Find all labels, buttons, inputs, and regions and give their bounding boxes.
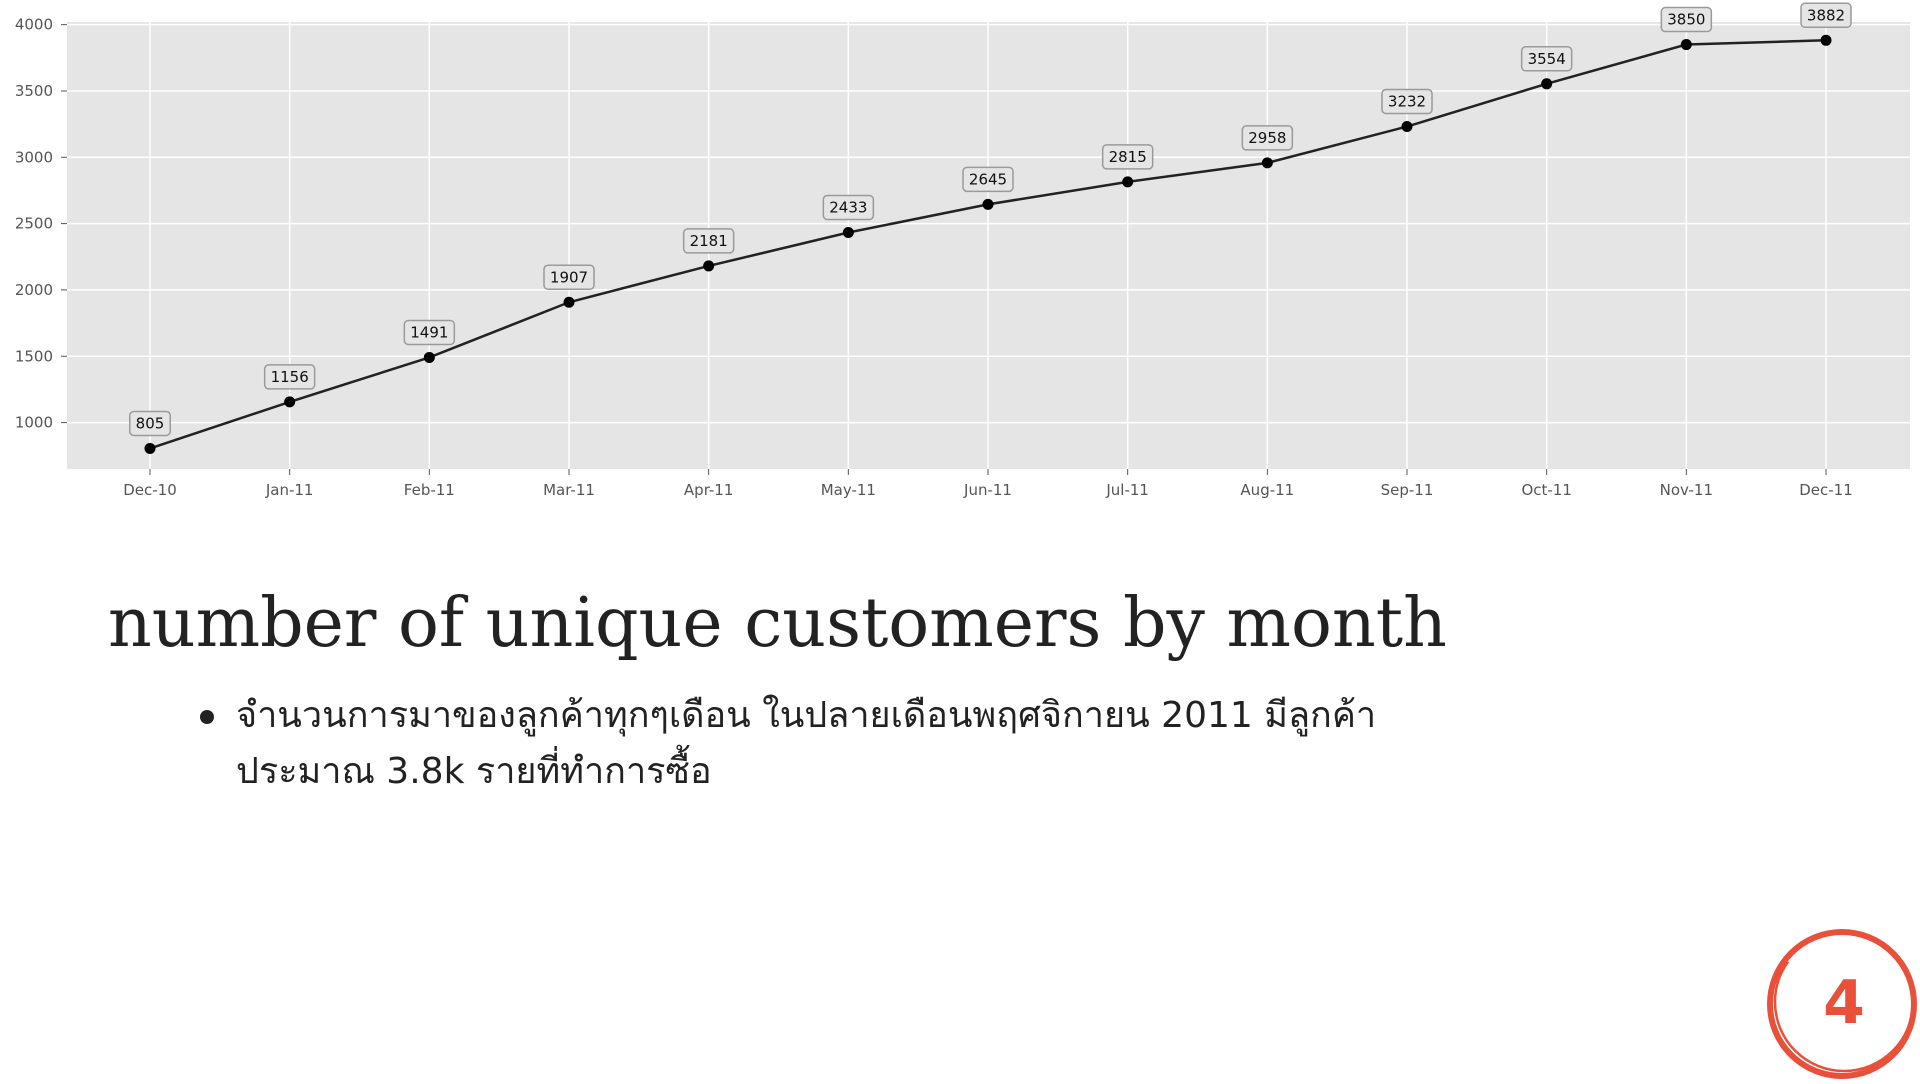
y-tick-label: 2500 <box>15 215 53 233</box>
customers-line-chart: 1000 1500 2000 2500 3000 3500 4000 Dec-10 Jan-1… <box>15 2 1910 499</box>
data-label: 1156 <box>271 368 309 386</box>
x-tick-label: Oct-11 <box>1521 481 1571 499</box>
brush-circle-inner-icon <box>1773 931 1915 1073</box>
data-label: 2181 <box>690 232 728 250</box>
data-label: 2958 <box>1248 129 1286 147</box>
bullet-dot-icon <box>200 710 214 724</box>
data-point <box>1261 157 1273 169</box>
chart-grid <box>67 22 1910 469</box>
x-tick-label: Dec-10 <box>123 481 177 499</box>
y-axis-ticks: 1000 1500 2000 2500 3000 3500 4000 <box>15 16 67 432</box>
page-number: 4 <box>1823 968 1865 1038</box>
x-tick-label: May-11 <box>821 481 876 499</box>
data-label: 3882 <box>1807 6 1845 24</box>
data-label: 2815 <box>1109 148 1147 166</box>
data-point <box>284 396 296 408</box>
data-label: 3850 <box>1667 11 1705 29</box>
x-tick-label: Jul-11 <box>1105 481 1149 499</box>
y-tick-label: 3000 <box>15 148 53 166</box>
x-tick-label: Feb-11 <box>404 481 455 499</box>
x-tick-label: Jun-11 <box>963 481 1012 499</box>
data-label-box <box>1660 6 1713 33</box>
data-label-box <box>962 166 1014 193</box>
data-label: 1491 <box>410 323 448 341</box>
x-tick-label: Dec-11 <box>1799 481 1853 499</box>
data-label: 2645 <box>969 170 1007 188</box>
data-label: 3554 <box>1528 50 1566 68</box>
data-label-box <box>1241 125 1294 151</box>
x-tick-label: Nov-11 <box>1660 481 1713 499</box>
bullet-list: จำนวนการมาของลูกค้าทุกๆเดือน ในปลายเดือน… <box>200 688 1500 800</box>
y-tick-label: 1000 <box>15 414 53 432</box>
y-tick-label: 4000 <box>15 16 53 34</box>
data-label-box <box>129 410 171 437</box>
data-point <box>144 442 156 454</box>
x-tick-label: Mar-11 <box>543 481 595 499</box>
y-tick-label: 1500 <box>15 347 53 365</box>
x-tick-label: Jan-11 <box>265 481 314 499</box>
data-point <box>982 198 994 210</box>
data-label: 2433 <box>829 199 867 217</box>
data-label: 1907 <box>550 268 588 286</box>
x-tick-label: Apr-11 <box>684 481 734 499</box>
data-point <box>1820 34 1832 46</box>
data-label-box <box>1381 88 1433 115</box>
x-tick-label: Aug-11 <box>1240 481 1294 499</box>
x-tick-label: Sep-11 <box>1381 481 1434 499</box>
data-point <box>1122 176 1134 188</box>
data-labels: 805 1156 1491 1907 2181 2433 2645 2815 2958 3232 3… <box>129 2 1852 437</box>
slide-title: number of unique customers by month <box>108 584 1447 663</box>
bullet-item: จำนวนการมาของลูกค้าทุกๆเดือน ในปลายเดือน… <box>200 688 1500 800</box>
bullet-text: จำนวนการมาของลูกค้าทุกๆเดือน ในปลายเดือน… <box>236 695 1377 792</box>
y-tick-label: 2000 <box>15 281 53 299</box>
data-point <box>423 351 435 363</box>
data-label-box <box>682 228 735 254</box>
data-point <box>1541 78 1553 90</box>
data-point <box>1401 121 1413 133</box>
data-point <box>1680 39 1692 51</box>
data-label-box <box>263 364 316 390</box>
page-number-badge: 4 <box>1767 929 1917 1079</box>
data-label-box <box>403 319 456 346</box>
data-markers <box>144 34 1832 454</box>
x-axis-ticks: Dec-10 Jan-11 Feb-11 Mar-11 Apr-11 May-11 Jun-… <box>123 469 1853 499</box>
data-label: 805 <box>136 414 165 432</box>
data-label-box <box>1520 46 1573 72</box>
y-tick-label: 3500 <box>15 82 53 100</box>
data-point <box>842 227 854 239</box>
data-point <box>703 260 715 272</box>
data-label-box <box>1101 144 1154 170</box>
data-label-box <box>822 194 875 221</box>
data-label-box <box>543 264 595 291</box>
data-point <box>563 296 575 308</box>
data-label: 3232 <box>1388 93 1426 111</box>
data-label-box <box>1800 2 1852 29</box>
